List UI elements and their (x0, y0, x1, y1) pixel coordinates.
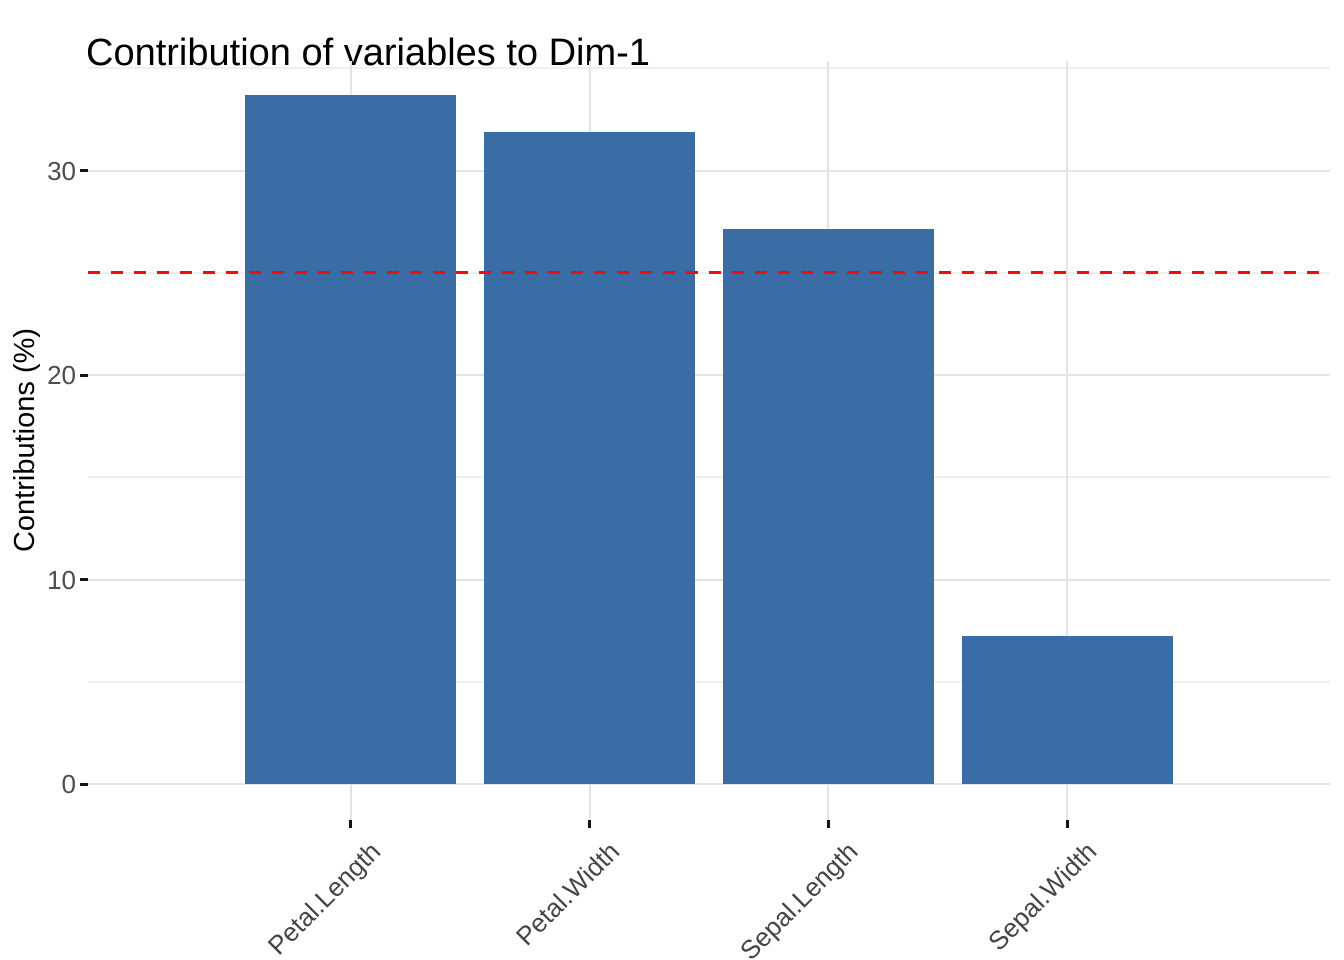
x-tick-label-petal-length: Petal.Length (261, 836, 386, 960)
x-axis-tick-petal-length (349, 820, 353, 828)
x-tick-label-sepal-width: Sepal.Width (982, 836, 1103, 957)
minor-gridline-y15 (88, 476, 1330, 479)
major-gridline-x-sepal-width (1066, 61, 1069, 820)
major-gridline-y0 (88, 783, 1330, 785)
y-axis-tick-20 (80, 373, 88, 377)
y-tick-label-0: 0 (61, 769, 76, 799)
reference-line (88, 271, 1330, 275)
y-tick-label-20: 20 (47, 360, 76, 391)
minor-gridline-y5 (88, 680, 1330, 683)
x-axis-tick-sepal-length (826, 820, 830, 828)
y-axis-tick-10 (80, 578, 88, 582)
y-tick-label-30: 30 (47, 155, 76, 186)
major-gridline-y10 (88, 578, 1330, 581)
y-axis-tick-30 (80, 169, 88, 173)
bar-sepal-length (722, 228, 934, 784)
bar-petal-width (484, 131, 696, 784)
y-axis-title: Contributions (%) (9, 327, 41, 553)
x-axis-tick-sepal-width (1065, 820, 1069, 828)
major-gridline-y20 (88, 374, 1330, 377)
major-gridline-y30 (88, 169, 1330, 172)
bar-sepal-width (961, 635, 1173, 784)
y-axis-tick-0 (80, 782, 88, 786)
y-tick-label-10: 10 (47, 564, 76, 595)
x-axis-tick-petal-width (588, 820, 592, 828)
x-tick-label-petal-width: Petal.Width (509, 836, 625, 952)
x-tick-label-sepal-length: Sepal.Length (734, 836, 864, 960)
bar-petal-length (245, 95, 457, 784)
minor-gridline-y35 (88, 67, 1330, 70)
